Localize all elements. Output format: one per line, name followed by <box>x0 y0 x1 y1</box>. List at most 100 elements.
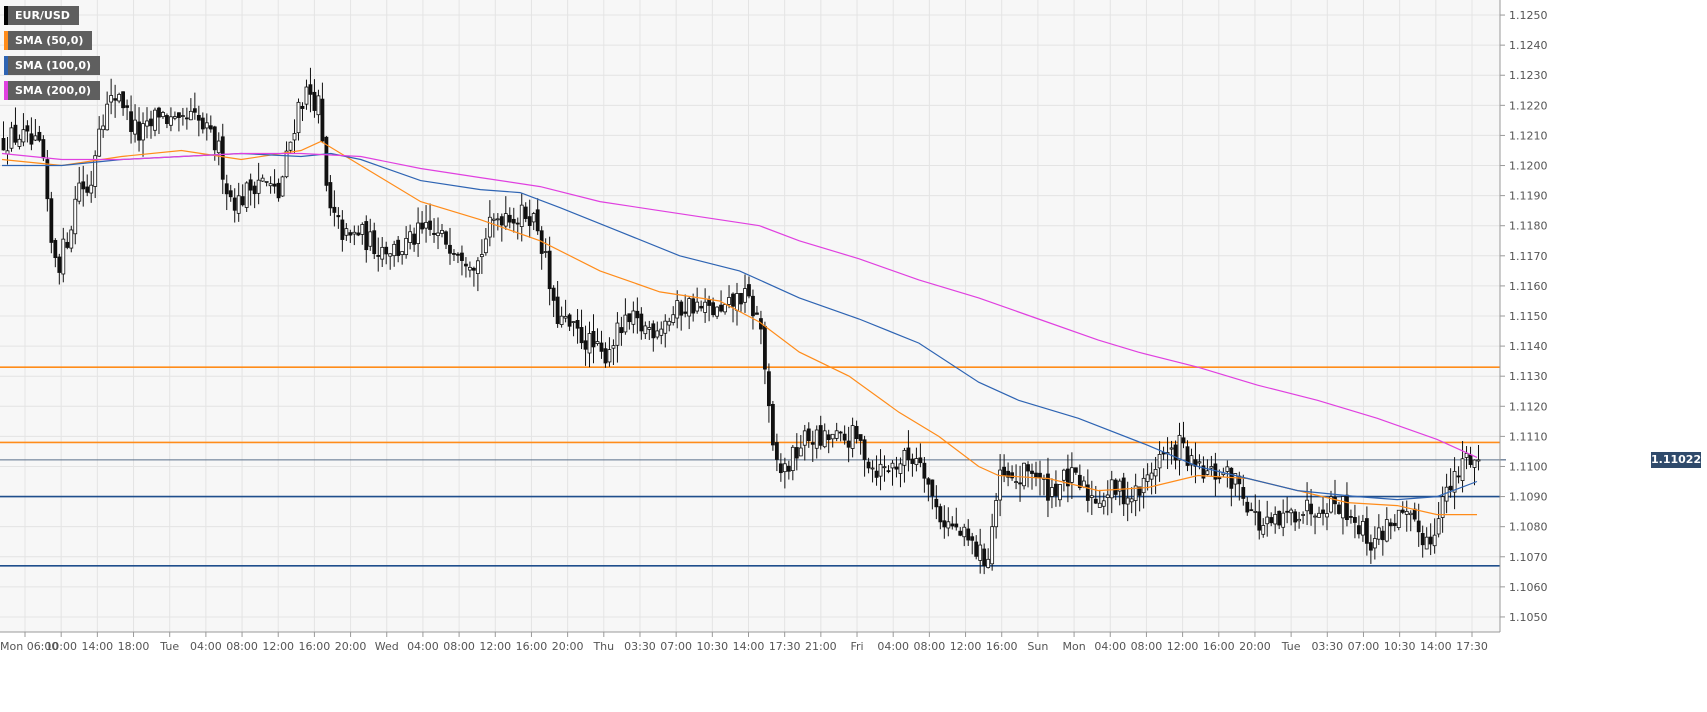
y-tick-label: 1.1050 <box>1509 611 1548 624</box>
candle-body <box>986 558 991 568</box>
candle-body <box>854 426 859 440</box>
gridlines <box>0 0 1500 632</box>
candle-body <box>184 117 189 120</box>
candle-body <box>914 458 919 465</box>
candle-body <box>41 139 46 159</box>
candle-body <box>978 544 983 561</box>
candle-body <box>1189 455 1194 466</box>
y-tick-label: 1.1090 <box>1509 491 1548 504</box>
candle-body <box>1372 538 1377 549</box>
candle-body <box>902 449 907 466</box>
x-tick-label: 08:00 <box>1131 640 1163 653</box>
legend-item-sma100[interactable]: SMA (100,0) <box>4 56 101 75</box>
candle-body <box>125 105 129 108</box>
candle-body <box>962 526 967 538</box>
candle-body <box>1137 486 1142 496</box>
candle-body <box>1113 479 1118 495</box>
candle-body <box>890 462 895 469</box>
candle-body <box>790 446 795 471</box>
candle-body <box>655 330 660 338</box>
candle-body <box>679 301 684 316</box>
candle-body <box>400 251 405 256</box>
candle-body <box>65 241 70 248</box>
legend-item-sma200[interactable]: SMA (200,0) <box>4 81 101 100</box>
x-tick-label: 18:00 <box>118 640 150 653</box>
x-tick-label: 20:00 <box>1239 640 1271 653</box>
candle-body <box>77 182 82 202</box>
candle-body <box>1436 518 1441 535</box>
candle-body <box>715 306 719 317</box>
candle-body <box>922 462 927 479</box>
candle-body <box>1261 525 1266 535</box>
candle-body <box>974 541 979 557</box>
candle-body <box>29 133 34 145</box>
candle-body <box>842 433 847 441</box>
candle-body <box>1085 484 1090 501</box>
candle-body <box>475 260 480 274</box>
y-tick-label: 1.1070 <box>1509 551 1548 564</box>
candle-body <box>69 229 74 249</box>
y-tick-label: 1.1100 <box>1509 460 1548 473</box>
candle-body <box>1305 499 1309 512</box>
candle-body <box>659 328 664 336</box>
candle-body <box>1313 515 1317 518</box>
candle-body <box>89 184 94 194</box>
candle-body <box>157 107 161 118</box>
candle-body <box>1388 522 1393 527</box>
candle-body <box>1341 496 1345 519</box>
candle-body <box>643 325 648 335</box>
candle-body <box>523 206 528 219</box>
x-tick-label: 10:00 <box>45 640 77 653</box>
candle-body <box>814 429 819 449</box>
candle-body <box>256 179 261 194</box>
candle-body <box>1416 520 1421 533</box>
candle-body <box>113 98 118 101</box>
candle-body <box>388 253 393 257</box>
candle-body <box>141 123 145 141</box>
y-tick-label: 1.1250 <box>1509 9 1548 22</box>
candle-body <box>858 434 863 441</box>
candle-body <box>348 232 353 236</box>
candle-body <box>747 284 751 297</box>
candle-body <box>1408 512 1413 516</box>
candle-body <box>380 246 385 260</box>
candle-body <box>25 125 30 132</box>
candle-body <box>870 467 875 470</box>
x-tick-label: 17:30 <box>769 640 801 653</box>
candle-body <box>1392 522 1397 526</box>
candle-body <box>1181 437 1186 444</box>
candle-body <box>1428 536 1433 545</box>
candle-body <box>228 190 233 198</box>
candle-body <box>165 115 169 124</box>
legend-item-sma50[interactable]: SMA (50,0) <box>4 31 93 50</box>
candle-body <box>1257 511 1262 531</box>
candle-body <box>320 98 325 142</box>
candle-body <box>507 214 512 223</box>
x-tick-label: 03:30 <box>624 640 656 653</box>
candle-body <box>946 521 951 529</box>
candle-body <box>304 86 309 105</box>
candle-body <box>615 322 620 346</box>
candle-body <box>1058 483 1062 501</box>
candle-body <box>998 469 1003 501</box>
candle-body <box>1357 525 1361 535</box>
y-tick-label: 1.1200 <box>1509 160 1548 173</box>
candle-body <box>878 463 883 477</box>
y-tick-label: 1.1120 <box>1509 400 1548 413</box>
candle-body <box>1376 527 1381 540</box>
candle-body <box>1046 473 1050 501</box>
candle-body <box>420 222 424 230</box>
candle-body <box>1360 520 1365 536</box>
candle-body <box>1364 518 1369 544</box>
candle-body <box>1125 497 1130 505</box>
candle-body <box>1380 530 1385 541</box>
candle-body <box>838 431 843 434</box>
candle-body <box>248 179 253 191</box>
x-tick-label: 07:00 <box>1348 640 1380 653</box>
legend-item-eurusd[interactable]: EUR/USD <box>4 6 79 25</box>
candle-body <box>934 498 939 508</box>
candle-body <box>9 127 14 149</box>
candle-body <box>958 530 963 536</box>
